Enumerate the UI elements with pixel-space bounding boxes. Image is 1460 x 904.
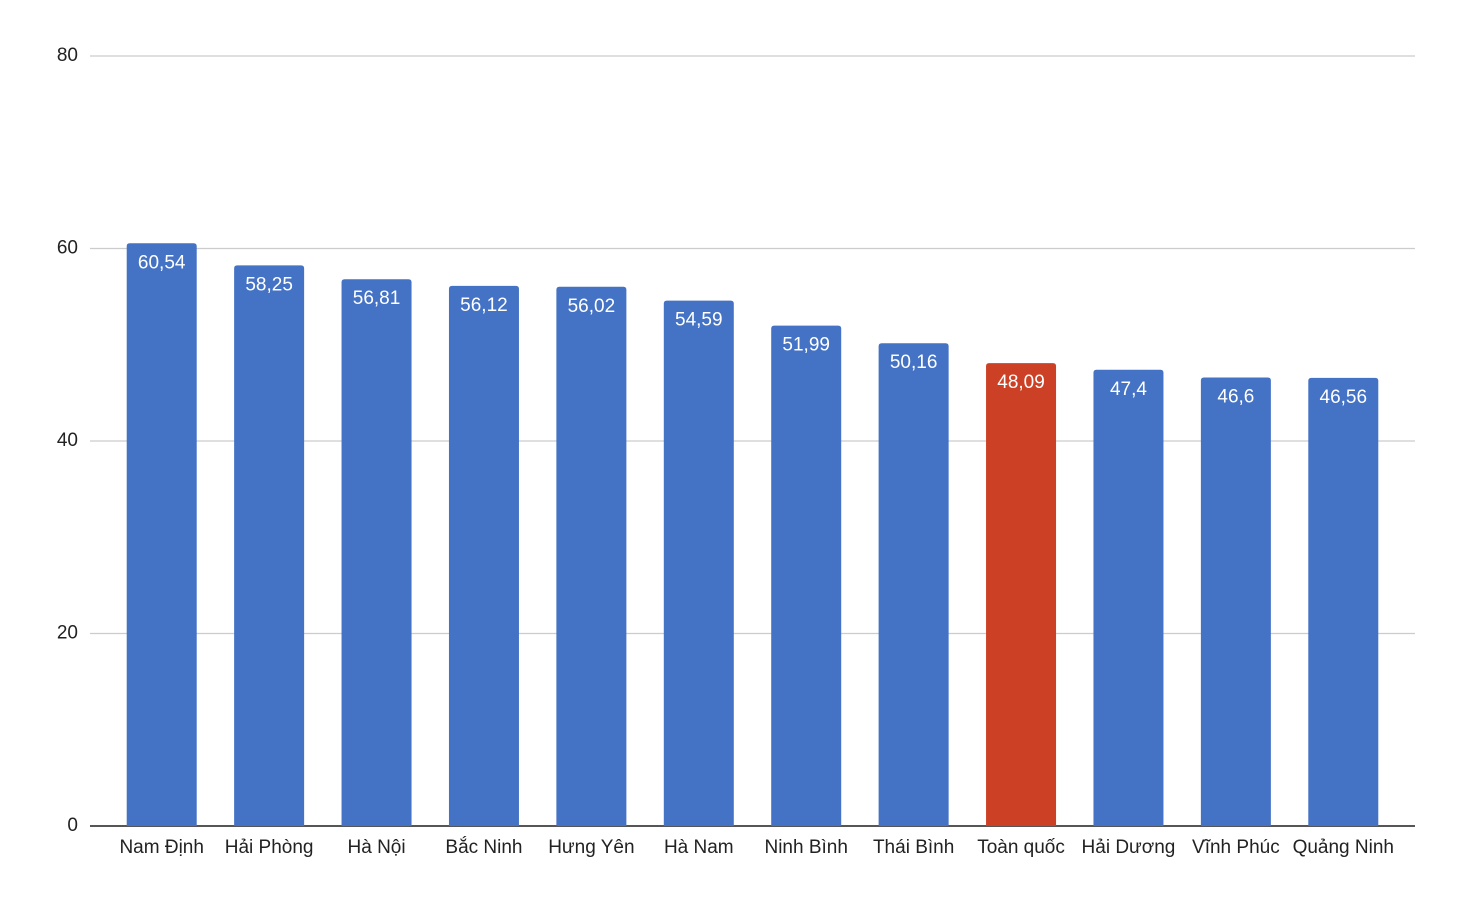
bar bbox=[234, 265, 305, 826]
y-tick-label: 40 bbox=[57, 430, 78, 451]
bar bbox=[986, 363, 1057, 826]
value-label: 48,09 bbox=[997, 372, 1045, 393]
bar bbox=[878, 343, 949, 826]
bar bbox=[1093, 369, 1164, 826]
x-tick-label: Quảng Ninh bbox=[1293, 837, 1394, 858]
bar bbox=[1308, 377, 1379, 826]
bar bbox=[1200, 377, 1271, 826]
bar bbox=[771, 325, 842, 826]
value-label: 56,12 bbox=[460, 295, 508, 316]
y-tick-label: 20 bbox=[57, 623, 78, 644]
value-label: 50,16 bbox=[890, 352, 938, 373]
bar bbox=[448, 285, 519, 827]
value-label: 56,02 bbox=[568, 296, 616, 317]
x-tick-label: Hải Phòng bbox=[225, 837, 314, 858]
bar bbox=[126, 243, 197, 827]
y-tick-label: 80 bbox=[57, 45, 78, 66]
value-label: 46,56 bbox=[1320, 387, 1368, 408]
value-label: 58,25 bbox=[245, 274, 293, 295]
bar bbox=[663, 300, 734, 826]
x-tick-label: Hà Nội bbox=[348, 837, 406, 858]
value-label: 54,59 bbox=[675, 310, 723, 331]
x-tick-label: Nam Định bbox=[119, 837, 203, 858]
x-tick-label: Ninh Bình bbox=[764, 837, 847, 858]
x-tick-label: Hà Nam bbox=[664, 837, 734, 858]
x-tick-label: Thái Bình bbox=[873, 837, 954, 858]
y-tick-label: 0 bbox=[67, 815, 78, 836]
x-tick-label: Vĩnh Phúc bbox=[1192, 837, 1280, 858]
x-tick-label: Hải Dương bbox=[1082, 837, 1176, 858]
value-label: 51,99 bbox=[782, 335, 830, 356]
value-label: 60,54 bbox=[138, 252, 186, 273]
y-tick-label: 60 bbox=[57, 238, 78, 259]
x-tick-label: Toàn quốc bbox=[977, 837, 1065, 858]
bar bbox=[556, 286, 627, 826]
x-tick-label: Bắc Ninh bbox=[445, 836, 522, 858]
bar bbox=[341, 279, 412, 826]
x-tick-label: Hưng Yên bbox=[548, 837, 634, 858]
value-label: 46,6 bbox=[1217, 386, 1254, 407]
value-label: 47,4 bbox=[1110, 379, 1147, 400]
value-label: 56,81 bbox=[353, 288, 401, 309]
